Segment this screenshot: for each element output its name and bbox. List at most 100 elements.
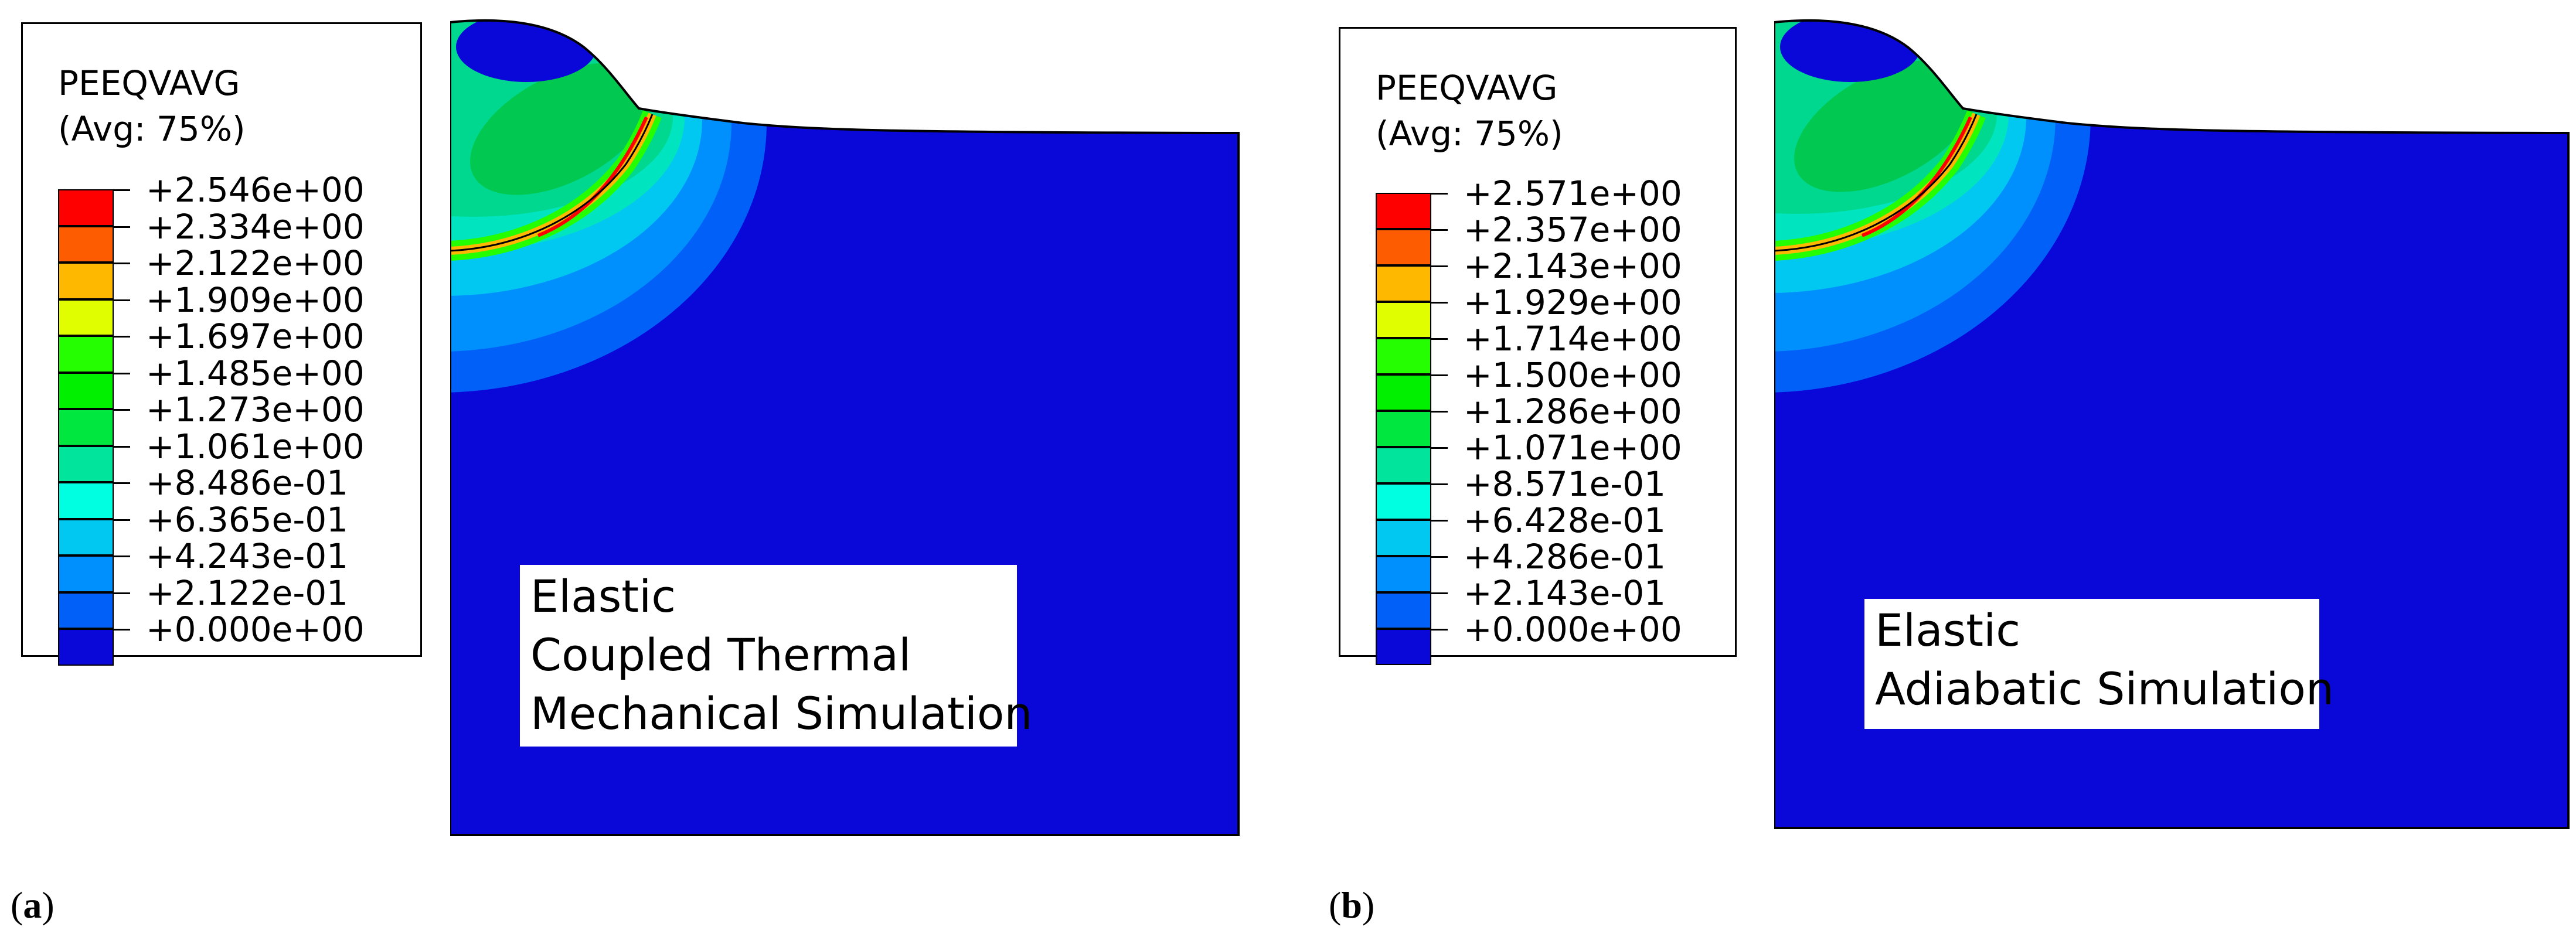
legend-value: +1.929e+00 [1464, 282, 1682, 322]
legend-color-swatch [1376, 629, 1431, 665]
legend-value: +8.486e-01 [146, 463, 349, 503]
legend-color-swatch [58, 592, 114, 629]
legend-tick [114, 482, 130, 484]
legend-tick [114, 629, 130, 631]
legend-value: +8.571e-01 [1464, 464, 1666, 504]
legend-avg: (Avg: 75%) [1376, 114, 1563, 154]
legend-value: +6.365e-01 [146, 499, 349, 540]
legend-value: +2.122e+00 [146, 243, 365, 283]
legend-value: +2.334e+00 [146, 206, 365, 247]
legend-tick [1431, 338, 1448, 340]
legend-tick [114, 263, 130, 264]
legend-tick [1431, 374, 1448, 376]
legend-color-swatch [1376, 193, 1431, 229]
contour-band [470, 63, 653, 195]
legend-tick [1431, 483, 1448, 485]
legend-tick [1431, 411, 1448, 413]
legend-tick [1431, 302, 1448, 304]
legend-b: PEEQVAVG (Avg: 75%) +2.571e+00 +2.357e+00… [1339, 27, 1737, 665]
legend-color-swatch [1376, 338, 1431, 374]
legend-value: +2.357e+00 [1464, 210, 1682, 250]
legend-color-swatch [1376, 302, 1431, 338]
label-line: Adiabatic Simulation [1875, 663, 2335, 715]
domain-outline [450, 19, 1240, 836]
legend-tick [114, 445, 130, 448]
legend-tick [114, 519, 130, 521]
legend-color-swatch [1376, 265, 1431, 302]
legend-tick [114, 409, 130, 411]
legend-color-swatch [58, 226, 114, 263]
legend-value: +2.546e+00 [146, 170, 365, 210]
legend-value: +6.428e-01 [1464, 500, 1666, 540]
legend-value: +1.071e+00 [1464, 428, 1682, 468]
legend-a: PEEQVAVG (Avg: 75%) +2.546e+00 +2.334e+00… [21, 22, 422, 666]
simulation-label-b: Elastic Adiabatic Simulation [1864, 599, 2335, 729]
legend-tick [114, 299, 130, 301]
domain-outline [1774, 19, 2570, 829]
legend-color-swatch [58, 482, 114, 519]
legend-color-swatch [58, 299, 114, 336]
legend-color-swatch [58, 409, 114, 446]
caption-b: (b) [1329, 884, 1375, 926]
legend-title: PEEQVAVG [1376, 68, 1558, 108]
legend-value: +2.571e+00 [1464, 173, 1682, 213]
legend-tick [114, 592, 130, 594]
legend-color-swatch [58, 556, 114, 592]
legend-value: +1.909e+00 [146, 280, 365, 320]
legend-color-swatch [58, 263, 114, 299]
legend-avg: (Avg: 75%) [58, 109, 246, 149]
legend-tick [114, 556, 130, 557]
label-line: Coupled Thermal [530, 629, 911, 681]
legend-value: +1.714e+00 [1464, 319, 1682, 359]
legend-tick [1431, 520, 1448, 522]
legend-color-swatch [58, 629, 114, 666]
legend-color-swatch [1376, 483, 1431, 520]
panel-b: PEEQVAVG (Avg: 75%) +2.571e+00 +2.357e+00… [1288, 0, 2575, 944]
legend-color-swatch [1376, 229, 1431, 265]
legend-color-swatch [58, 519, 114, 556]
label-line: Mechanical Simulation [530, 687, 1033, 739]
legend-color-swatch [58, 445, 114, 482]
crater-boundary [450, 114, 654, 252]
contour-band [1794, 60, 1977, 192]
label-line: Elastic [1875, 604, 2021, 656]
label-line: Elastic [530, 570, 676, 622]
legend-color-swatch [1376, 592, 1431, 629]
legend-tick [114, 189, 130, 191]
legend-value: +2.122e-01 [146, 572, 349, 613]
legend-tick [114, 336, 130, 338]
legend-tick [1431, 265, 1448, 267]
legend-tick [1431, 592, 1448, 594]
legend-color-swatch [1376, 447, 1431, 483]
legend-value: +4.243e-01 [146, 536, 349, 576]
legend-color-swatch [1376, 520, 1431, 556]
legend-title: PEEQVAVG [58, 63, 240, 103]
legend-value: +1.697e+00 [146, 316, 365, 356]
legend-color-swatch [58, 336, 114, 373]
legend-value: +2.143e+00 [1464, 246, 1682, 286]
legend-tick [1431, 229, 1448, 231]
legend-value: +0.000e+00 [146, 609, 365, 649]
caption-letter: b [1341, 884, 1362, 926]
panel-a: PEEQVAVG (Avg: 75%) +2.546e+00 +2.334e+00… [11, 19, 1240, 926]
legend-tick [1431, 629, 1448, 631]
legend-color-swatch [58, 189, 114, 226]
legend-value: +1.485e+00 [146, 353, 365, 393]
legend-tick [114, 372, 130, 374]
crater-boundary [1774, 114, 1978, 252]
caption-a: (a) [11, 884, 55, 926]
legend-color-swatch [1376, 556, 1431, 592]
legend-value: +1.286e+00 [1464, 391, 1682, 431]
legend-value: +1.500e+00 [1464, 355, 1682, 395]
legend-color-swatch [1376, 374, 1431, 411]
legend-tick [1431, 447, 1448, 449]
simulation-label-a: Elastic Coupled Thermal Mechanical Simul… [520, 565, 1033, 747]
legend-color-swatch [58, 372, 114, 409]
legend-value: +0.000e+00 [1464, 609, 1682, 649]
legend-value: +2.143e-01 [1464, 573, 1666, 613]
legend-tick [114, 226, 130, 228]
legend-value: +1.061e+00 [146, 426, 365, 466]
legend-value: +4.286e-01 [1464, 537, 1666, 577]
caption-letter: a [23, 884, 42, 926]
legend-tick [1431, 556, 1448, 558]
